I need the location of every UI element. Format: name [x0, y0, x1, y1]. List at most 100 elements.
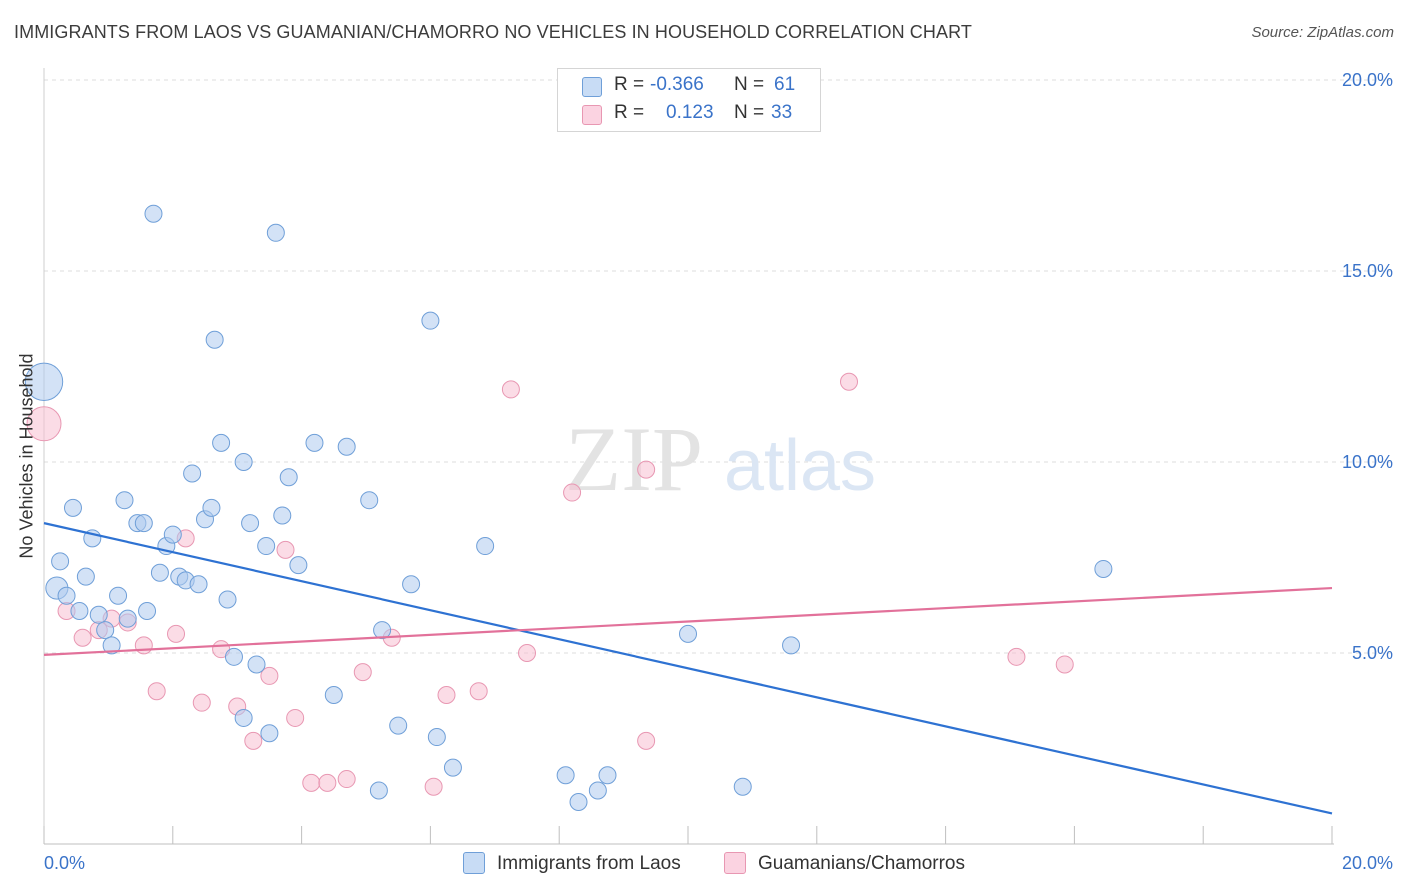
legend-r-value: -0.366 — [650, 74, 704, 95]
y-tick-label: 5.0% — [1352, 643, 1393, 663]
laos-point — [144, 204, 163, 223]
laos-point — [24, 362, 64, 401]
legend-r-label: R = — [614, 102, 645, 123]
laos-point — [279, 468, 298, 487]
laos-point — [421, 311, 440, 330]
laos-point — [782, 636, 801, 655]
laos-point — [260, 724, 279, 743]
axes — [43, 68, 1334, 845]
laos-point — [183, 464, 202, 483]
legend-swatch-guam — [582, 105, 602, 125]
chart-source: Source: ZipAtlas.com — [1251, 24, 1394, 41]
laos-point — [218, 590, 237, 609]
x-tick-label: 20.0% — [1342, 853, 1393, 873]
laos-point — [57, 586, 76, 605]
laos-point — [733, 777, 752, 796]
laos-point — [402, 575, 421, 594]
watermark-zip: ZIP — [565, 408, 703, 510]
guam-point — [1055, 655, 1074, 674]
laos-point — [234, 708, 253, 727]
guam-point — [147, 682, 166, 701]
y-tick-label: 20.0% — [1342, 70, 1393, 90]
watermark: ZIP atlas — [565, 408, 876, 510]
guam-point — [337, 770, 356, 789]
bottom-legend-swatch-guam — [724, 852, 746, 874]
laos-point — [70, 601, 89, 620]
legend-n-value: 33 — [771, 102, 793, 123]
laos-trend-line — [43, 522, 1333, 815]
laos-point — [324, 686, 343, 705]
legend-n-value: 61 — [774, 74, 796, 95]
laos-point — [163, 525, 182, 544]
legend-n-label: N = — [734, 102, 765, 123]
legend-n-label: N = — [734, 74, 765, 95]
laos-point — [247, 655, 266, 674]
laos-point — [679, 624, 697, 643]
legend-r-label: R = — [614, 74, 645, 95]
trend-lines — [43, 522, 1333, 815]
bottom-legend-label-laos: Immigrants from Laos — [497, 853, 681, 874]
laos-point — [427, 728, 446, 747]
laos-point — [202, 498, 221, 517]
laos-point — [369, 781, 388, 800]
laos-point — [257, 537, 276, 556]
laos-point — [443, 758, 462, 777]
laos-point — [373, 621, 392, 640]
laos-point — [476, 537, 495, 556]
legend-box: R = -0.366 N = 61 R = 0.123 N = 33 — [557, 68, 821, 132]
laos-point — [224, 647, 243, 666]
guam-point — [286, 708, 305, 727]
laos-point — [273, 506, 292, 525]
laos-point — [234, 453, 253, 471]
laos-point — [266, 223, 285, 242]
y-tick-label: 10.0% — [1342, 452, 1393, 472]
laos-point — [102, 636, 121, 655]
watermark-atlas: atlas — [724, 426, 876, 506]
laos-point — [212, 433, 231, 452]
laos-point — [569, 792, 588, 811]
laos-point — [598, 766, 617, 785]
guam-point — [637, 460, 656, 479]
laos-point — [150, 563, 169, 582]
guam-point — [26, 406, 62, 442]
guam-point — [424, 777, 443, 796]
guam-point — [244, 731, 263, 750]
laos-point — [289, 556, 308, 575]
laos-point — [337, 437, 356, 456]
laos-point — [89, 605, 108, 624]
guam-point — [437, 686, 456, 705]
laos-point — [241, 514, 260, 533]
legend-swatch-laos — [582, 77, 602, 97]
guam-point — [469, 682, 488, 701]
guam-point — [501, 380, 520, 399]
guam-point — [73, 628, 92, 647]
laos-point — [1094, 559, 1113, 578]
tick-labels: 5.0% 10.0% 15.0% 20.0% 0.0% 20.0% — [44, 70, 1393, 873]
laos-point — [63, 498, 82, 517]
chart-title: IMMIGRANTS FROM LAOS VS GUAMANIAN/CHAMOR… — [14, 22, 972, 42]
guam-point — [260, 666, 279, 685]
bottom-legend-swatch-laos — [463, 852, 485, 874]
laos-point — [138, 601, 157, 620]
laos-point — [76, 567, 95, 586]
y-axis-label: No Vehicles in Household — [16, 353, 37, 559]
grid-lines — [44, 79, 1392, 654]
laos-point — [588, 781, 607, 800]
guam-point — [563, 483, 582, 502]
bottom-legend-label-guam: Guamanians/Chamorros — [758, 853, 965, 874]
laos-point — [109, 586, 128, 605]
laos-point — [360, 491, 379, 510]
data-points — [24, 204, 1113, 811]
laos-point — [205, 330, 224, 349]
guam-point — [167, 624, 186, 643]
laos-point — [305, 433, 324, 452]
laos-point — [189, 575, 208, 594]
laos-point — [96, 621, 115, 640]
guam-point — [134, 636, 153, 655]
guam-point — [637, 731, 656, 750]
guam-point — [518, 644, 536, 662]
guam-point — [840, 372, 858, 391]
guam-point — [1007, 647, 1026, 666]
guam-point — [192, 693, 211, 712]
